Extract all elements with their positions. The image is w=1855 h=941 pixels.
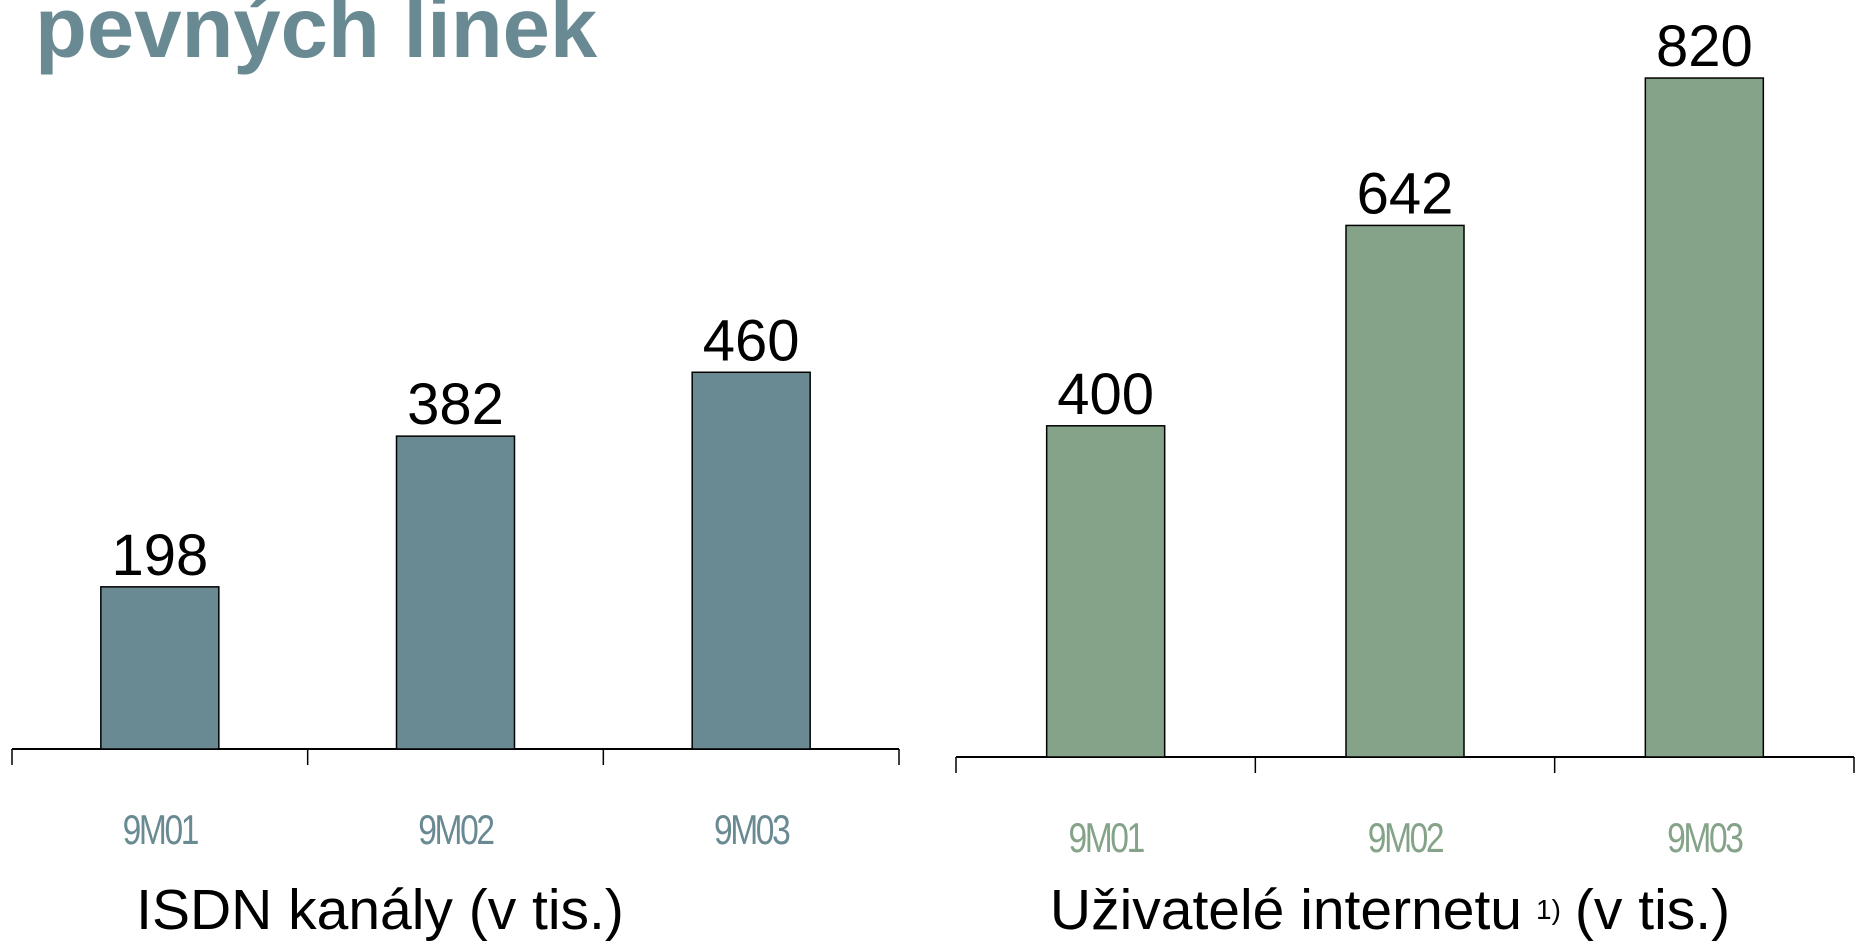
value-label: 198: [111, 523, 208, 588]
bar: [1345, 224, 1465, 758]
value-label: 820: [1656, 14, 1753, 79]
x-tick-label: 9M02: [1368, 816, 1444, 862]
x-tick-label: 9M02: [418, 808, 494, 854]
value-label: 460: [703, 308, 800, 373]
bar: [1644, 77, 1765, 758]
footnote-mark: 1): [1536, 894, 1561, 925]
chart-title: Uživatelé internetu 1) (v tis.): [1050, 878, 1730, 941]
x-tick-label: 9M01: [123, 808, 199, 854]
bar: [395, 435, 516, 750]
x-tick-label: 9M01: [1068, 816, 1144, 862]
value-label: 382: [407, 372, 504, 437]
x-tick-label: 9M03: [714, 808, 790, 854]
bar: [1045, 425, 1166, 758]
x-tick-label: 9M03: [1667, 816, 1743, 862]
chart-unit: (v tis.): [1575, 878, 1730, 941]
bar: [691, 371, 811, 750]
chart-title-text: Uživatelé internetu: [1050, 878, 1522, 941]
bar: [100, 586, 220, 750]
page-title: pevných linek: [35, 0, 598, 76]
value-label: 400: [1057, 362, 1154, 427]
chart-title: ISDN kanály (v tis.): [136, 878, 624, 941]
value-label: 642: [1357, 161, 1454, 226]
